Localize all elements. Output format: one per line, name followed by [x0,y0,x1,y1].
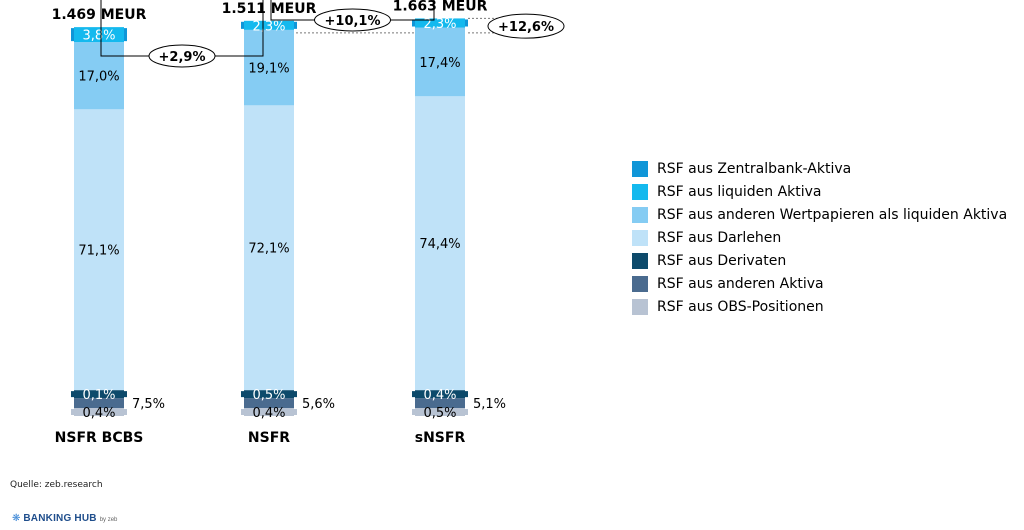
legend-item: RSF aus Zentralbank-Aktiva [632,157,1007,180]
segment-label: 0,5% [423,406,456,421]
total-label: 1.663 MEUR [393,0,488,14]
bar-segment-rsf-aus-anderen-wertpapieren-als-liquiden-aktiva [244,29,294,106]
legend-swatch [632,160,648,177]
legend-swatch [632,229,648,246]
segment-label: 74,4% [419,237,460,252]
segment-tab-left [71,391,74,398]
bar-segment-rsf-aus-anderen-aktiva [415,398,465,408]
bar-segment-rsf-aus-obs-positionen [244,408,294,416]
segment-tab-right [124,391,127,398]
segment-label: 17,4% [419,56,460,71]
bar-segment-rsf-aus-darlehen [244,105,294,391]
legend-item: RSF aus anderen Wertpapieren als liquide… [632,203,1007,226]
segment-tab-left [71,28,74,42]
segment-tab-left [412,391,415,398]
side-label: 5,1% [473,397,506,412]
legend-item: RSF aus Derivaten [632,249,1007,272]
legend: RSF aus Zentralbank-Aktiva RSF aus liqui… [632,157,1007,318]
segment-label: 0,5% [252,388,285,403]
bar-segment-rsf-aus-derivaten [244,390,294,399]
segment-tab-right [294,21,297,29]
segment-label: 0,1% [82,388,115,403]
change-label: +10,1% [325,14,381,29]
highlight-label: +12,6% [498,20,554,35]
segment-label: 17,0% [78,70,119,85]
legend-label: RSF aus anderen Wertpapieren als liquide… [657,206,1008,223]
legend-item: RSF aus Darlehen [632,226,1007,249]
bar-segment-rsf-aus-anderen-aktiva [244,398,294,408]
segment-tab-right [465,19,468,27]
bar-segment-rsf-aus-anderen-wertpapieren-als-liquiden-aktiva [74,42,124,110]
change-bubble [148,44,216,68]
legend-label: RSF aus Zentralbank-Aktiva [657,160,852,177]
segment-label: 2,3% [423,17,456,32]
segment-tab-right [294,409,297,415]
legend-swatch [632,298,648,315]
stacked-bar-chart: 0,4% 0,1% 71,1% 17,0% 3,8% 0,4% 0,5% 72,1% 19,1%… [52,0,565,446]
legend-item: RSF aus OBS-Positionen [632,295,1007,318]
bar-segment-rsf-aus-obs-positionen [74,408,124,416]
bar-segment-rsf-aus-darlehen [415,96,465,391]
segment-label: 72,1% [248,242,289,257]
segment-label: 0,4% [252,406,285,421]
bar-segment-rsf-aus-darlehen [74,109,124,391]
legend-label: RSF aus Darlehen [657,229,782,246]
legend-label: RSF aus liquiden Aktiva [657,183,822,200]
segment-tab-left [241,409,244,415]
bar-segment-rsf-aus-liquiden-aktiva [415,18,465,28]
segment-tab-right [124,28,127,42]
legend-label: RSF aus Derivaten [657,252,787,269]
segment-tab-right [465,391,468,398]
bar-segment-rsf-aus-derivaten [74,390,124,399]
legend-swatch [632,275,648,292]
segment-label: 0,4% [423,388,456,403]
side-label: 5,6% [302,397,335,412]
segment-label: 0,4% [82,406,115,421]
segment-label: 3,8% [82,29,115,44]
side-label: 7,5% [132,397,165,412]
category-label: NSFR BCBS [55,430,144,446]
legend-swatch [632,183,648,200]
legend-item: RSF aus liquiden Aktiva [632,180,1007,203]
legend-label: RSF aus anderen Aktiva [657,275,824,292]
highlight-bubble [487,13,565,39]
bar-segment-rsf-aus-anderen-wertpapieren-als-liquiden-aktiva [415,27,465,97]
bar-segment-rsf-aus-liquiden-aktiva [74,27,124,43]
segment-tab-left [412,409,415,415]
segment-tab-right [124,409,127,415]
segment-tab-left [412,19,415,27]
segment-label: 71,1% [78,244,119,259]
bar-segment-rsf-aus-liquiden-aktiva [244,20,294,30]
segment-tab-left [71,409,74,415]
bar-segment-rsf-aus-anderen-aktiva [74,398,124,408]
legend-swatch [632,252,648,269]
legend-item: RSF aus anderen Aktiva [632,272,1007,295]
change-label: +2,9% [159,50,206,65]
segment-label: 19,1% [248,62,289,77]
banking-hub-logo: ❋ BANKING HUB by zeb [12,513,117,524]
segment-tab-left [241,391,244,398]
bar-segment-rsf-aus-derivaten [415,390,465,399]
category-label: NSFR [248,430,290,446]
source-note: Quelle: zeb.research [10,480,103,490]
change-bubble [314,8,391,32]
segment-tab-right [294,391,297,398]
bar-segment-rsf-aus-obs-positionen [415,408,465,416]
legend-label: RSF aus OBS-Positionen [657,298,824,315]
segment-tab-right [465,409,468,415]
logo-subtext: by zeb [99,517,118,523]
segment-tab-left [241,21,244,29]
logo-text: BANKING HUB [23,513,97,524]
total-label: 1.511 MEUR [222,1,317,17]
category-label: sNSFR [415,430,466,446]
total-label: 1.469 MEUR [52,7,147,23]
segment-label: 2,3% [252,19,285,34]
legend-swatch [632,206,648,223]
logo-dots-icon: ❋ [12,513,21,524]
